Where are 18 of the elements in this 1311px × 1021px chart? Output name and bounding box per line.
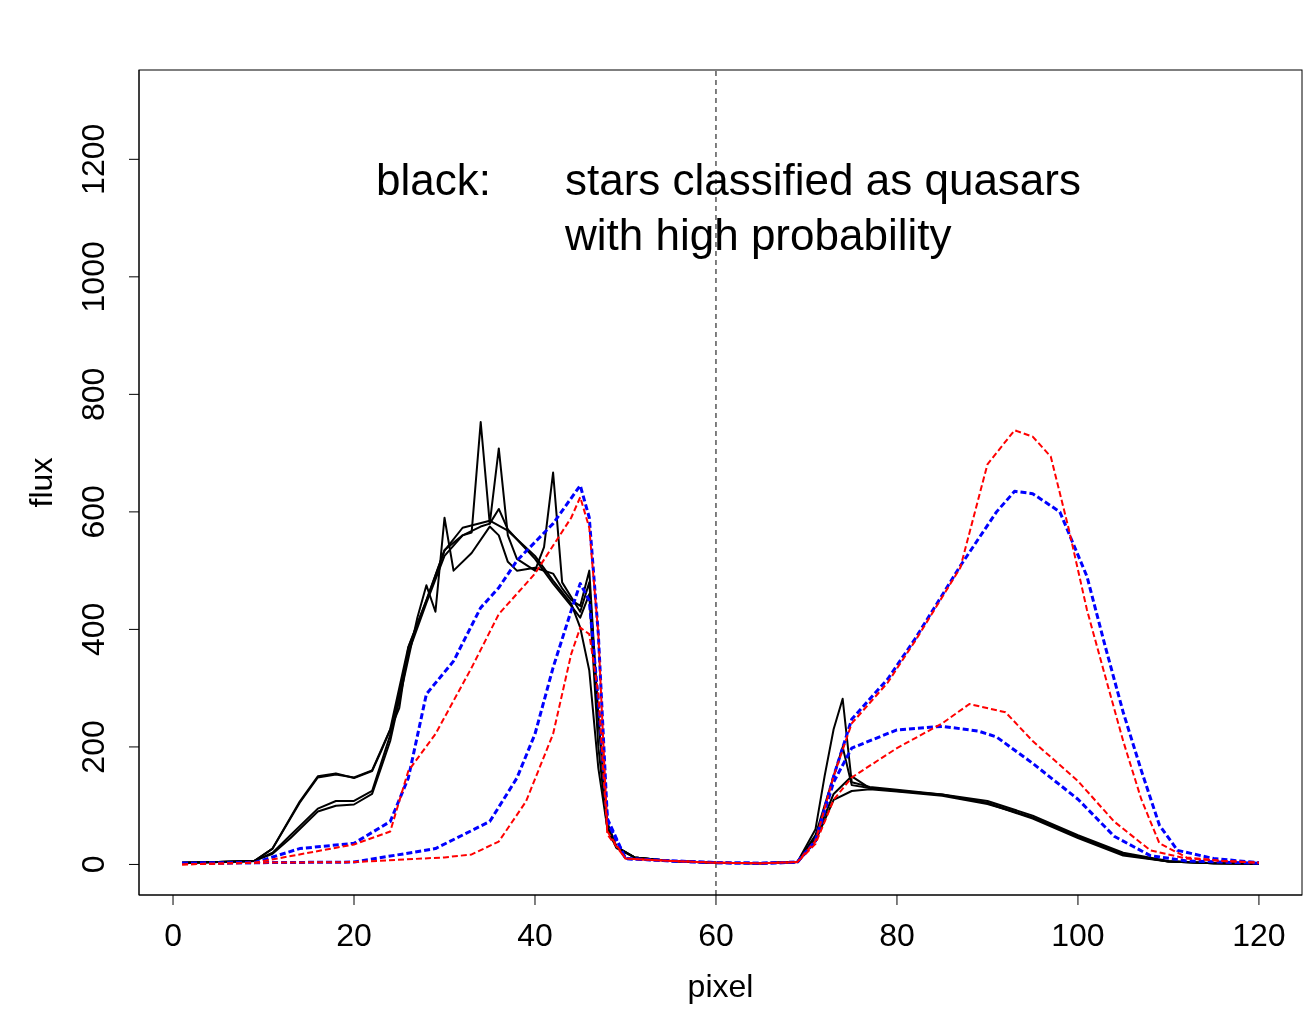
y-tick-label: 600 bbox=[75, 485, 111, 539]
y-tick-label: 1200 bbox=[75, 123, 111, 195]
x-tick-label: 0 bbox=[164, 916, 182, 953]
x-tick-label: 40 bbox=[517, 916, 553, 953]
annotation: black: bbox=[376, 155, 491, 204]
y-tick-label: 400 bbox=[75, 602, 111, 657]
y-tick-label: 800 bbox=[75, 367, 111, 422]
x-tick-label: 20 bbox=[336, 916, 372, 953]
y-tick-label: 0 bbox=[75, 855, 111, 874]
x-axis-title: pixel bbox=[687, 968, 754, 1004]
y-axis-title: flux bbox=[23, 457, 59, 508]
x-tick-label: 80 bbox=[879, 916, 915, 953]
y-tick-label: 1000 bbox=[75, 241, 111, 313]
y-tick-label: 200 bbox=[75, 720, 111, 774]
x-tick-label: 60 bbox=[698, 916, 734, 953]
annotation: stars classified as quasars with high probability bbox=[564, 155, 1081, 259]
x-tick-label: 120 bbox=[1232, 916, 1286, 953]
x-tick-label: 100 bbox=[1051, 916, 1105, 953]
